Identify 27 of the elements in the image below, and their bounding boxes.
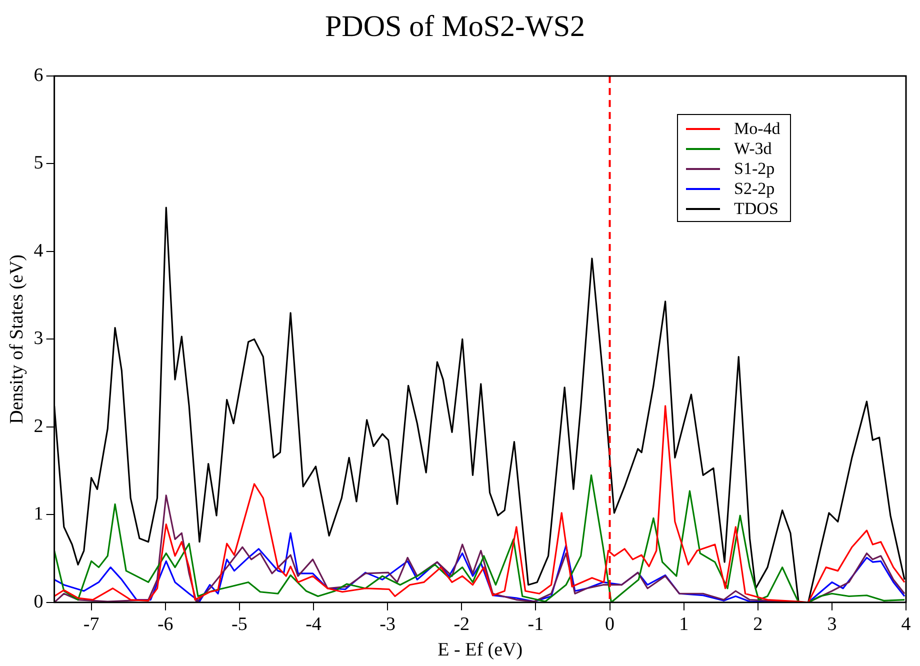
x-tick-label: 1	[679, 614, 689, 635]
legend-label: Mo-4d	[734, 119, 780, 139]
legend-label: S2-2p	[734, 179, 775, 199]
y-tick-label: 5	[34, 152, 44, 174]
x-tick-label: 0	[605, 614, 615, 635]
x-tick-label: -4	[306, 614, 322, 635]
legend-label: S1-2p	[734, 159, 775, 179]
x-tick-label: -3	[380, 614, 396, 635]
x-tick-label: 2	[753, 614, 763, 635]
y-axis-title: Density of States (eV)	[6, 254, 28, 424]
x-tick-label: -6	[157, 614, 174, 635]
x-axis-title: E - Ef (eV)	[438, 640, 523, 661]
x-tick-label: -1	[528, 614, 544, 635]
y-tick-label: 4	[34, 240, 44, 262]
y-tick-label: 1	[34, 504, 44, 525]
x-tick-label: -7	[83, 614, 100, 635]
legend-label: TDOS	[734, 199, 778, 219]
y-tick-label: 0	[34, 591, 44, 612]
x-tick-label: 3	[827, 614, 837, 635]
y-tick-label: 2	[34, 416, 44, 437]
x-tick-label: -5	[232, 614, 248, 635]
x-tick-label: 4	[901, 614, 912, 635]
chart-title: PDOS of MoS2-WS2	[324, 10, 586, 43]
x-tick-label: -2	[454, 614, 470, 635]
y-tick-label: 6	[34, 64, 44, 86]
y-tick-label: 3	[34, 328, 44, 350]
legend-label: W-3d	[734, 139, 772, 159]
